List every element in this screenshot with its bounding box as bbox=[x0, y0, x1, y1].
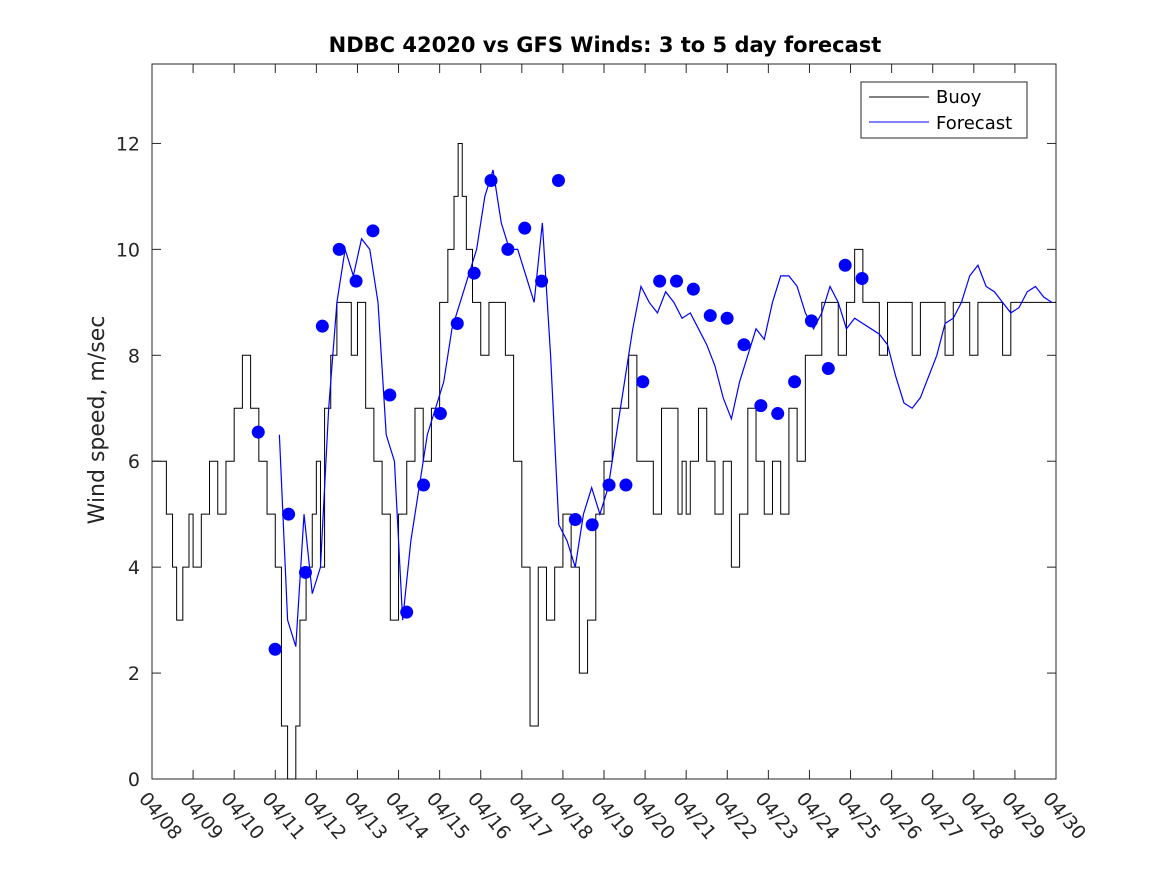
chart-title: NDBC 42020 vs GFS Winds: 3 to 5 day fore… bbox=[329, 33, 882, 57]
forecast-marker bbox=[771, 407, 785, 421]
plot-area: 04/0804/0904/1004/1104/1204/1304/1404/15… bbox=[116, 63, 1090, 844]
forecast-marker bbox=[433, 407, 447, 421]
y-tick-label: 4 bbox=[128, 557, 140, 579]
legend-forecast-label: Forecast bbox=[936, 113, 1012, 134]
y-axis: 0 2 4 6 8 10 12 bbox=[116, 133, 1056, 791]
forecast-marker bbox=[282, 507, 296, 521]
y-tick-label: 12 bbox=[116, 133, 140, 155]
forecast-marker bbox=[268, 642, 282, 656]
forecast-markers bbox=[251, 174, 869, 656]
y-tick-label: 8 bbox=[128, 345, 140, 367]
forecast-marker bbox=[298, 565, 312, 579]
forecast-marker bbox=[804, 314, 818, 328]
forecast-marker bbox=[585, 518, 599, 532]
forecast-marker bbox=[417, 478, 431, 492]
forecast-marker bbox=[737, 338, 751, 352]
forecast-marker bbox=[568, 512, 582, 526]
axes-box bbox=[151, 63, 1057, 780]
forecast-marker bbox=[484, 174, 498, 188]
forecast-marker bbox=[686, 282, 700, 296]
buoy-series bbox=[152, 142, 1056, 780]
forecast-marker bbox=[703, 309, 717, 323]
forecast-marker bbox=[602, 478, 616, 492]
forecast-marker bbox=[450, 317, 464, 331]
forecast-marker bbox=[788, 375, 802, 389]
forecast-marker bbox=[636, 375, 650, 389]
forecast-marker bbox=[551, 174, 565, 188]
forecast-series bbox=[278, 169, 1053, 647]
forecast-marker bbox=[467, 266, 481, 280]
forecast-marker bbox=[720, 311, 734, 325]
forecast-marker bbox=[501, 242, 515, 256]
legend-buoy-label: Buoy bbox=[936, 87, 982, 108]
y-tick-label: 6 bbox=[128, 451, 140, 473]
forecast-marker bbox=[670, 274, 684, 288]
forecast-marker bbox=[400, 605, 414, 619]
forecast-marker bbox=[251, 425, 265, 439]
forecast-marker bbox=[855, 272, 869, 285]
forecast-marker bbox=[518, 221, 532, 235]
forecast-line bbox=[278, 169, 1053, 647]
forecast-marker bbox=[653, 274, 667, 288]
forecast-marker bbox=[349, 274, 363, 288]
buoy-line bbox=[152, 142, 1056, 780]
y-axis-label: Wind speed, m/sec bbox=[85, 316, 110, 525]
y-tick-label: 2 bbox=[128, 663, 140, 685]
forecast-marker bbox=[535, 274, 549, 288]
forecast-marker bbox=[366, 224, 380, 238]
forecast-marker bbox=[332, 242, 346, 256]
legend: Buoy Forecast bbox=[860, 81, 1028, 139]
forecast-marker bbox=[315, 319, 329, 333]
y-tick-label: 10 bbox=[116, 239, 140, 261]
legend-box bbox=[860, 81, 1028, 139]
y-tick-label: 0 bbox=[128, 769, 140, 791]
forecast-marker bbox=[383, 388, 397, 402]
forecast-marker bbox=[619, 478, 633, 492]
forecast-marker bbox=[838, 258, 852, 272]
forecast-marker bbox=[821, 362, 835, 376]
forecast-marker bbox=[754, 399, 768, 413]
